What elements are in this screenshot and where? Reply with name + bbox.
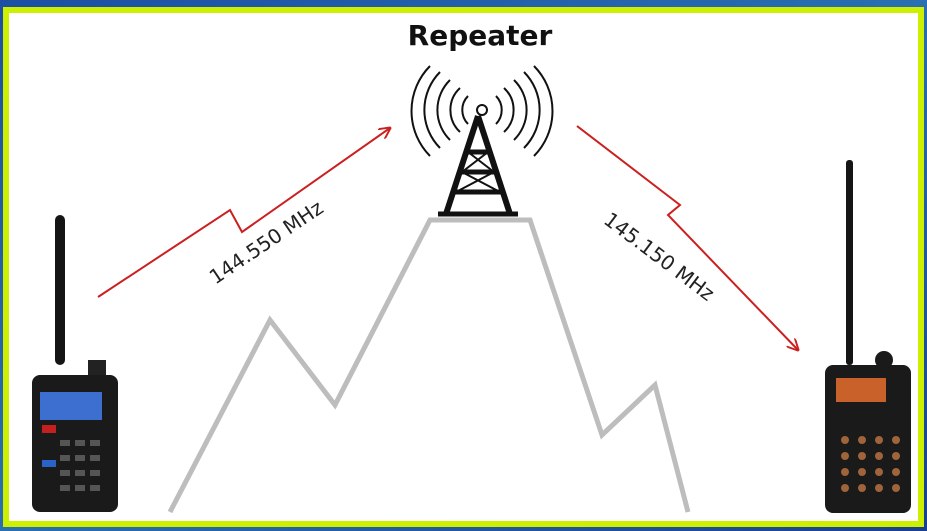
- title: Repeater: [408, 19, 553, 52]
- repeater-diagram: Repeater 144.550 MHz 145.150 MHz: [0, 0, 927, 531]
